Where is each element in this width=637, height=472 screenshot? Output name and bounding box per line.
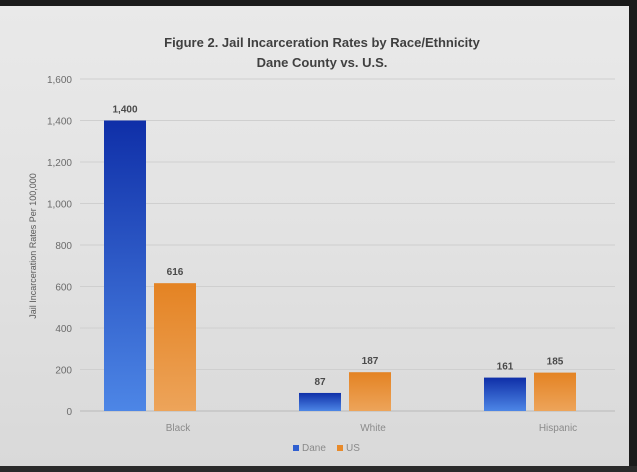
bar-us-black [154, 283, 196, 411]
y-tick-label: 1,000 [47, 200, 72, 211]
legend-swatch-us [337, 445, 343, 451]
data-label: 1,400 [112, 105, 137, 116]
bar-us-hispanic [534, 372, 576, 411]
legend-swatch-dane [293, 445, 299, 451]
data-label: 161 [497, 362, 514, 373]
y-tick-label: 200 [55, 366, 72, 377]
chart-title-line2: Dane County vs. U.S. [257, 55, 388, 70]
data-label: 616 [167, 267, 184, 278]
y-tick-label: 0 [66, 407, 72, 418]
y-axis-ticks: 0 200 400 600 800 1,000 1,200 1,400 1,600 [47, 75, 72, 418]
y-tick-label: 1,400 [47, 117, 72, 128]
y-axis-label: Jail Incarceration Rates Per 100,000 [28, 173, 38, 319]
data-label: 187 [362, 356, 379, 367]
legend-label-us: US [346, 443, 360, 454]
bars: 1,400 616 87 187 161 185 [104, 105, 576, 411]
x-category-label: Hispanic [539, 423, 577, 434]
legend: Dane US [293, 443, 360, 454]
y-tick-label: 800 [55, 241, 72, 252]
bar-dane-hispanic [484, 377, 526, 411]
legend-label-dane: Dane [302, 443, 326, 454]
y-tick-label: 600 [55, 283, 72, 294]
y-tick-label: 1,600 [47, 75, 72, 86]
data-label: 185 [547, 357, 564, 368]
bar-chart: Figure 2. Jail Incarceration Rates by Ra… [28, 35, 615, 454]
bar-us-white [349, 372, 391, 411]
bar-dane-white [299, 392, 341, 411]
bar-dane-black [104, 120, 146, 411]
chart-title-line1: Figure 2. Jail Incarceration Rates by Ra… [164, 35, 480, 50]
x-category-label: Black [166, 423, 191, 434]
x-category-label: White [360, 423, 386, 434]
y-tick-label: 400 [55, 324, 72, 335]
x-axis-categories: Black White Hispanic [166, 423, 577, 434]
y-tick-label: 1,200 [47, 158, 72, 169]
data-label: 87 [314, 377, 326, 388]
